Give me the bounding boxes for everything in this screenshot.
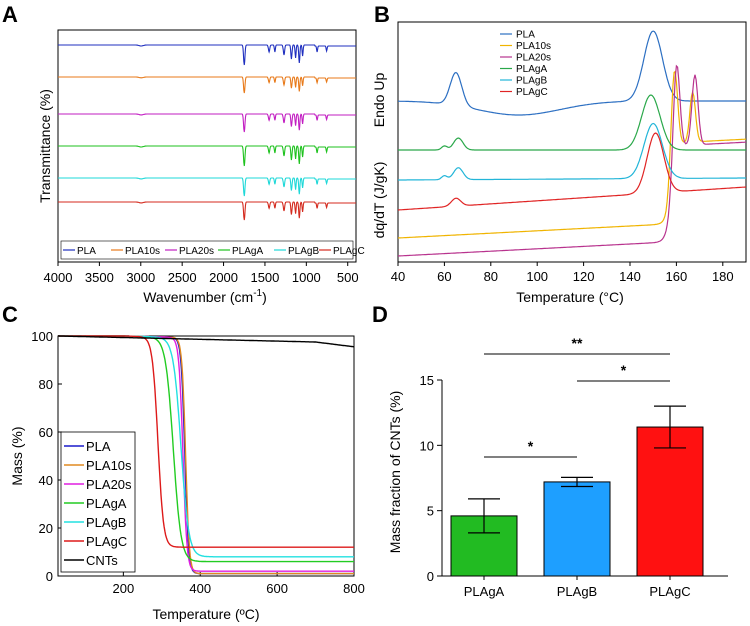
legend-label-c: CNTs [86, 553, 118, 568]
ftir-series-PLAgC [58, 201, 356, 221]
dsc-series-PLA [398, 30, 746, 116]
y-axis-label-c: Mass (%) [9, 426, 25, 485]
y-axis-label-b: dq/dT (J/gK) [371, 162, 387, 239]
y-tick-label: 0 [427, 569, 434, 584]
ftir-series-PLAgB [58, 177, 356, 197]
ftir-series-PLA [58, 44, 356, 66]
legend-label-c: PLA [86, 439, 111, 454]
plot-frame-b [397, 21, 747, 263]
x-tick-label: 1000 [292, 270, 321, 285]
y-tick-label: 60 [39, 425, 53, 440]
legend-c: PLA PLA10s PLA20s PLAgA PLAgB PLAgC CNTs [60, 431, 136, 573]
legend-label-b: PLA10s [516, 41, 551, 52]
legend-label-b: PLA20s [516, 53, 551, 64]
x-tick-label: 160 [666, 269, 688, 284]
x-tick-label: 2500 [168, 270, 197, 285]
legend-label-a: PLAgC [333, 246, 365, 257]
x-axis-label-b: Temperature (°C) [516, 289, 624, 305]
legend-label-b: PLAgC [516, 87, 548, 98]
x-tick-label: 40 [391, 269, 405, 284]
y-tick-label: 10 [420, 438, 434, 453]
significance-label: * [621, 362, 627, 378]
panel-b-dsc-chart: B 40 60 80 100 120 140 160 180 dq/dT (J/gK) End… [371, 2, 747, 305]
plot-frame-c [57, 335, 355, 577]
legend-box-c [60, 431, 136, 573]
ftir-series-PLA10s [58, 76, 356, 94]
ftir-series-PLAgA [58, 145, 356, 167]
y-tick-label: 0 [46, 569, 53, 584]
legend-label-b: PLAgB [516, 76, 547, 87]
legend-label-a: PLA10s [125, 246, 160, 257]
y-tick-label: 80 [39, 377, 53, 392]
significance-label: * [528, 438, 534, 454]
x-tick-label: 400 [189, 581, 211, 596]
x-tick-label: 500 [337, 270, 359, 285]
y-tick-label: 5 [427, 504, 434, 519]
legend-label-c: PLA10s [86, 458, 132, 473]
x-tick-label: 60 [437, 269, 451, 284]
panel-c-tga-chart: C 200 400 600 800 0 20 40 60 80 100 Mass (%) Temp… [2, 302, 365, 622]
x-tick-label: 80 [484, 269, 498, 284]
panel-a-ftir-chart: A 4000 3500 3000 2500 2000 1500 1000 500 Transm… [2, 2, 365, 305]
x-tick-label: 800 [343, 581, 365, 596]
legend-label-b: PLAgA [516, 64, 547, 75]
panel-letter-c: C [2, 302, 18, 327]
x-tick-label: 200 [112, 581, 134, 596]
x-tick-label: 600 [266, 581, 288, 596]
x-tick-label: 3500 [85, 270, 114, 285]
x-tick-label: 100 [526, 269, 548, 284]
x-tick-label: PLAgA [464, 584, 505, 599]
dsc-series-PLAgA [398, 94, 746, 151]
dsc-series-PLA20s [397, 64, 746, 257]
x-tick-label: 4000 [44, 270, 73, 285]
legend-label-c: PLA20s [86, 477, 132, 492]
x-axis-label-a: Wavenumber (cm-1) [143, 288, 267, 305]
legend-label-a: PLAgA [232, 246, 263, 257]
panel-letter-d: D [372, 302, 388, 327]
legend-label-c: PLAgA [86, 496, 127, 511]
tga-series-CNTs [58, 335, 355, 348]
bar-PLAgC [636, 426, 704, 577]
legend-label-b: PLA [516, 30, 535, 41]
x-tick-label: 140 [619, 269, 641, 284]
y-axis-extra-label-b: Endo Up [371, 73, 387, 128]
legend-label-a: PLAgB [288, 246, 319, 257]
y-tick-label: 20 [39, 521, 53, 536]
legend-label-c: PLAgC [86, 534, 127, 549]
legend-label-a: PLA [77, 246, 96, 257]
y-tick-label: 100 [31, 329, 53, 344]
dsc-series-PLAgB [398, 122, 746, 181]
legend-label-c: PLAgB [86, 515, 126, 530]
panel-letter-a: A [2, 2, 18, 27]
significance-label: ** [572, 335, 583, 351]
ftir-series-PLA20s [58, 113, 356, 133]
legend-label-a: PLA20s [179, 246, 214, 257]
legend-box-a [60, 240, 354, 260]
x-tick-label: 120 [573, 269, 595, 284]
x-tick-label: PLAgB [557, 584, 597, 599]
dsc-series-PLAgC [397, 132, 747, 211]
x-tick-label: PLAgC [649, 584, 690, 599]
bar-PLAgB [543, 481, 611, 577]
y-tick-label: 15 [420, 373, 434, 388]
x-tick-label: 2000 [209, 270, 238, 285]
y-tick-label: 40 [39, 473, 53, 488]
x-tick-label: 3000 [126, 270, 155, 285]
y-axis-label-d: Mass fraction of CNTs (%) [387, 391, 403, 554]
panel-letter-b: B [374, 2, 390, 27]
x-tick-label: 180 [712, 269, 734, 284]
x-axis-label-c: Temperature (ºC) [152, 606, 259, 622]
dsc-series-PLA10s [397, 70, 746, 239]
tga-series-PLAgC [58, 335, 354, 548]
y-axis-label-a: Transmittance (%) [37, 89, 53, 203]
legend-a: PLA PLA10s PLA20s PLAgA PLAgB PLAgC [60, 240, 365, 260]
x-tick-label: 1500 [250, 270, 279, 285]
